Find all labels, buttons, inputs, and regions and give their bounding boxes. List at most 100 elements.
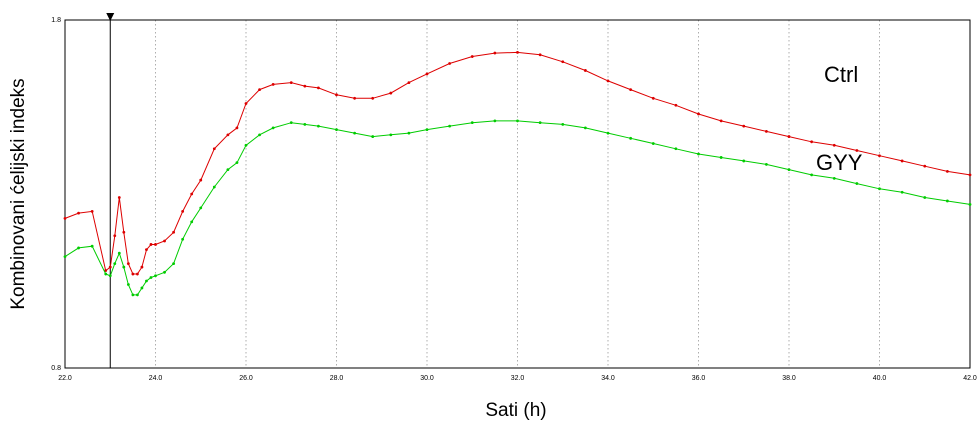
data-point-gyy (538, 121, 542, 125)
data-point-gyy (764, 163, 768, 166)
data-point-gyy (855, 182, 859, 185)
data-point-gyy (353, 131, 356, 135)
data-point-gyy (212, 185, 216, 189)
data-point-gyy (371, 135, 375, 138)
data-point-ctrl (212, 147, 216, 151)
data-point-ctrl (235, 126, 239, 130)
data-point-gyy (226, 168, 230, 172)
data-point-gyy (131, 293, 135, 297)
data-point-ctrl (163, 239, 166, 243)
data-point-ctrl (122, 230, 126, 234)
x-tick-label: 26.0 (239, 375, 253, 382)
data-point-ctrl (154, 243, 157, 246)
data-point-gyy (199, 206, 203, 210)
data-point-ctrl (63, 216, 67, 220)
data-point-ctrl (764, 129, 768, 133)
y-tick-label: 1.8 (51, 17, 61, 24)
data-point-gyy (389, 133, 393, 137)
data-point-gyy (289, 121, 293, 125)
data-point-ctrl (516, 50, 519, 54)
data-point-gyy (163, 270, 166, 274)
data-point-ctrl (104, 269, 108, 272)
data-point-gyy (425, 128, 429, 132)
data-point-ctrl (538, 53, 542, 57)
data-point-gyy (303, 123, 307, 126)
data-point-gyy (742, 159, 746, 163)
data-point-ctrl (149, 243, 153, 246)
data-point-gyy (810, 173, 814, 177)
data-point-gyy (140, 286, 144, 290)
series-label-gyy: GYY (816, 150, 863, 175)
data-point-gyy (136, 293, 139, 297)
data-point-gyy (470, 121, 474, 125)
plot-frame (64, 19, 971, 369)
data-point-gyy (126, 283, 130, 286)
data-point-ctrl (561, 60, 565, 64)
data-point-ctrl (651, 96, 655, 100)
data-point-ctrl (674, 103, 678, 107)
data-point-gyy (117, 251, 121, 255)
time-marker-triangle (106, 13, 115, 21)
data-point-ctrl (90, 210, 94, 213)
data-point-gyy (968, 203, 972, 206)
data-point-gyy (317, 124, 320, 128)
data-point-gyy (181, 237, 185, 241)
series-label-ctrl: Ctrl (824, 62, 858, 87)
data-point-ctrl (697, 112, 700, 116)
data-point-gyy (629, 136, 633, 140)
data-point-gyy (674, 147, 678, 151)
data-point-ctrl (226, 133, 230, 137)
data-point-gyy (719, 156, 723, 159)
data-point-ctrl (810, 140, 814, 144)
data-point-gyy (335, 128, 338, 132)
data-point-gyy (271, 126, 275, 130)
y-axis-label: Kombinovani ćelijski indeks (8, 78, 29, 309)
x-tick-label: 38.0 (782, 375, 796, 382)
data-point-gyy (108, 274, 112, 278)
data-point-ctrl (353, 96, 356, 100)
data-point-ctrl (335, 93, 338, 97)
x-tick-label: 34.0 (601, 375, 615, 382)
x-tick-label: 30.0 (420, 375, 434, 382)
data-point-ctrl (923, 164, 927, 168)
data-point-ctrl (303, 84, 307, 88)
data-point-ctrl (425, 72, 429, 76)
data-point-gyy (651, 142, 655, 145)
data-point-gyy (923, 196, 927, 199)
x-tick-label: 22.0 (58, 375, 72, 382)
data-point-gyy (235, 161, 239, 165)
data-point-gyy (190, 220, 194, 224)
data-point-gyy (407, 131, 411, 135)
data-point-ctrl (126, 262, 130, 265)
data-point-ctrl (131, 272, 135, 276)
data-point-gyy (77, 246, 80, 250)
x-tick-label: 40.0 (873, 375, 887, 382)
data-point-ctrl (113, 234, 117, 238)
data-point-gyy (900, 190, 904, 194)
data-point-ctrl (136, 272, 139, 276)
data-point-gyy (787, 168, 791, 172)
data-point-ctrl (787, 135, 791, 138)
data-point-ctrl (470, 55, 474, 58)
data-point-gyy (516, 119, 519, 123)
data-point-ctrl (258, 88, 261, 91)
data-point-gyy (145, 279, 148, 283)
data-point-gyy (154, 274, 157, 278)
data-point-ctrl (583, 69, 587, 72)
data-point-ctrl (117, 196, 121, 199)
data-point-ctrl (108, 265, 112, 269)
y-tick-label: 0.8 (51, 365, 61, 372)
data-point-gyy (561, 123, 565, 126)
data-point-ctrl (878, 154, 881, 158)
data-point-ctrl (371, 96, 375, 100)
data-point-ctrl (855, 149, 859, 152)
data-point-gyy (493, 119, 497, 123)
data-point-ctrl (172, 230, 176, 234)
data-point-gyy (697, 152, 700, 156)
data-point-ctrl (389, 91, 393, 95)
data-point-gyy (448, 124, 452, 128)
data-point-gyy (258, 133, 261, 137)
data-point-ctrl (244, 102, 248, 105)
x-tick-label: 36.0 (692, 375, 706, 382)
